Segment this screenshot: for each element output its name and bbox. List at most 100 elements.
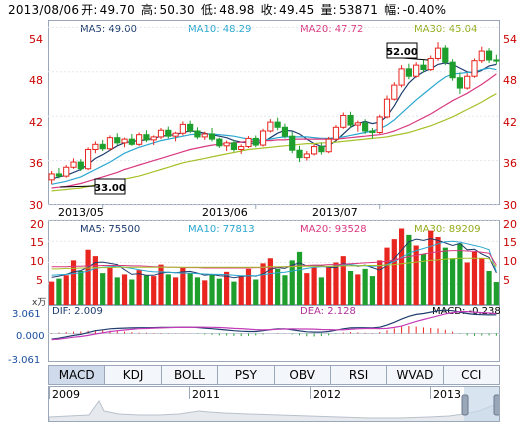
- volume-bar-4: [78, 271, 84, 305]
- navigator-right-handle[interactable]: [493, 394, 500, 416]
- navigator-left-handle[interactable]: [461, 394, 469, 416]
- candle-body-25: [230, 142, 238, 150]
- navigator-year-2012: 2012: [313, 388, 341, 401]
- candle-body-40: [340, 114, 347, 128]
- candle-body-18: [179, 123, 186, 134]
- price-ma10-line: [51, 67, 497, 185]
- volume-y-tick-right-15: 15: [503, 236, 517, 249]
- candle-body-19: [187, 123, 194, 132]
- candle-body-42: [354, 122, 361, 126]
- candle-body-59: [478, 50, 485, 62]
- volume-bar-56: [457, 243, 463, 305]
- open-value: 49.70: [99, 3, 135, 17]
- tab-kdj[interactable]: KDJ: [105, 366, 162, 384]
- volume-bar-33: [289, 260, 295, 305]
- volume-bar-8: [107, 266, 113, 305]
- volume-y-tick-right-10: 10: [503, 255, 517, 268]
- volume-bar-20: [194, 277, 201, 305]
- volume-bar-52: [428, 230, 434, 305]
- volume-y-tick-left-5: 5: [36, 274, 43, 287]
- volume-bar-42: [355, 274, 361, 305]
- navigator-selection[interactable]: [464, 387, 500, 422]
- volume-ma5-line: [51, 238, 497, 279]
- candle-body-8: [106, 137, 114, 150]
- candle-body-31: [274, 121, 281, 128]
- price-ma20-line: [51, 73, 497, 189]
- high-value: 50.30: [159, 3, 195, 17]
- navigator-tick-2009: [49, 387, 50, 399]
- x-tick-2013-05: 2013/05: [58, 206, 104, 219]
- candle-body-45: [376, 116, 383, 133]
- candle-body-16: [165, 129, 172, 137]
- volume-bar-44: [369, 276, 376, 305]
- volume-unit-label: x万: [32, 298, 47, 308]
- tab-macd[interactable]: MACD: [49, 366, 106, 384]
- volume-bar-41: [347, 271, 354, 305]
- macd-dea-line: [51, 311, 497, 341]
- candle-body-6: [92, 143, 99, 151]
- quote-date: 2013/08/06: [8, 3, 80, 17]
- tab-wvad[interactable]: WVAD: [387, 366, 444, 384]
- candle-body-41: [347, 114, 354, 126]
- volume-bar-48: [398, 228, 405, 305]
- tab-rsi[interactable]: RSI: [331, 366, 388, 384]
- volume-bar-22: [209, 274, 215, 305]
- candle-body-12: [136, 134, 143, 145]
- macd-y-tick-top: 3.061: [12, 309, 41, 320]
- volume-bar-30: [267, 258, 273, 305]
- candle-body-49: [405, 68, 412, 77]
- volume-bar-6: [92, 256, 98, 305]
- volume-ma30-label: MA30: 89209: [414, 224, 481, 235]
- navigator-overview: [49, 387, 500, 422]
- close-value: 49.45: [279, 3, 315, 17]
- tab-psy[interactable]: PSY: [218, 366, 275, 384]
- volume-bar-51: [420, 254, 427, 305]
- change-value: -0.40%: [402, 3, 447, 17]
- volume-bar-13: [143, 275, 150, 305]
- navigator-year-2011: 2011: [192, 388, 220, 401]
- navigator-tick-2013: [430, 387, 431, 399]
- macd-y-tick-zero: 0.000: [16, 331, 45, 342]
- stock-chart: 52.00 33.00: [48, 26, 500, 341]
- volume-bar-25: [231, 281, 237, 305]
- tab-obv[interactable]: OBV: [275, 366, 331, 384]
- candle-body-52: [427, 57, 434, 71]
- candle-body-29: [259, 130, 267, 146]
- close-label: 收:: [260, 3, 278, 17]
- price-ma30-line: [51, 93, 497, 192]
- volume-bar-7: [100, 273, 106, 305]
- volume-bar-9: [114, 277, 120, 305]
- volume-bar-31: [275, 268, 281, 305]
- volume-bar-16: [165, 274, 171, 305]
- candle-body-55: [449, 61, 456, 79]
- candle-body-15: [157, 129, 165, 138]
- price-y-tick-right-42: 42: [503, 116, 517, 129]
- tab-cci[interactable]: CCI: [461, 368, 482, 382]
- dea-label: DEA: 2.128: [300, 306, 356, 317]
- candle-body-13: [143, 134, 150, 141]
- candle-body-30: [267, 121, 274, 132]
- range-navigator[interactable]: 2009 2011 2012 2013: [48, 386, 500, 422]
- volume-bar-61: [493, 282, 499, 305]
- volume-bar-15: [158, 264, 164, 305]
- volume-bar-58: [471, 251, 478, 305]
- candle-body-22: [208, 133, 216, 140]
- price-ma5-line: [51, 62, 497, 180]
- volume-bar-2: [63, 275, 69, 305]
- candle-body-1: [55, 173, 63, 177]
- candle-body-47: [391, 84, 398, 100]
- high-label: 高:: [141, 3, 158, 17]
- candle-body-20: [194, 130, 201, 138]
- high-callout-text: 52.00: [386, 47, 418, 58]
- low-callout-leader: [59, 185, 96, 188]
- candle-body-17: [172, 132, 179, 137]
- open-label: 开:: [81, 3, 98, 17]
- tab-boll[interactable]: BOLL: [162, 366, 219, 384]
- volume-bar-0: [49, 281, 55, 305]
- volume-bar-57: [464, 262, 470, 305]
- volume-bar-14: [151, 276, 157, 305]
- navigator-tick-2011: [189, 387, 190, 399]
- price-y-tick-right-30: 30: [503, 199, 517, 212]
- macd-dif-line: [51, 309, 497, 340]
- candle-body-27: [245, 137, 252, 148]
